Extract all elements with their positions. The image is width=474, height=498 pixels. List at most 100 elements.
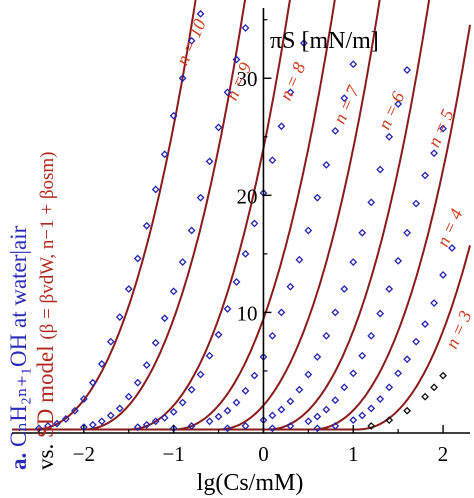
data-point	[124, 285, 133, 293]
panel-letter: a.	[6, 452, 31, 470]
data-point	[331, 396, 340, 405]
data-point	[439, 271, 447, 279]
chart-title-model: SD model	[33, 345, 58, 439]
y-tick-label: 30	[236, 67, 257, 91]
data-point	[331, 127, 340, 135]
data-point	[151, 338, 160, 347]
data-point	[313, 193, 322, 202]
data-point	[88, 420, 97, 429]
data-point	[358, 228, 367, 237]
data-point	[178, 258, 187, 266]
data-point	[52, 419, 61, 428]
data-point	[205, 417, 214, 426]
data-point	[187, 226, 196, 235]
data-point	[196, 193, 205, 202]
data-point	[205, 351, 214, 360]
data-point	[340, 383, 349, 392]
data-point	[142, 361, 151, 370]
data-point	[115, 404, 124, 413]
chart-title-vs: vs.	[33, 443, 58, 470]
data-point	[223, 406, 232, 415]
data-point	[232, 278, 241, 286]
data-point	[277, 405, 286, 414]
data-point	[367, 198, 376, 207]
data-point	[304, 417, 313, 426]
chart-title-line1: CₙH₂ₙ₊₁OH at water|air	[6, 225, 31, 447]
data-point	[403, 66, 412, 74]
data-point	[79, 395, 88, 403]
data-point	[241, 386, 250, 395]
data-point	[322, 331, 331, 340]
data-point	[232, 55, 241, 64]
data-point	[286, 422, 295, 430]
data-point	[214, 330, 223, 339]
data-point	[133, 378, 142, 387]
data-point	[268, 424, 277, 433]
data-point	[430, 299, 438, 307]
series-label: n = 10	[172, 16, 210, 68]
data-point	[187, 36, 196, 45]
data-point	[241, 249, 250, 258]
data-point	[403, 355, 412, 364]
data-point	[430, 383, 438, 392]
data-point	[187, 385, 196, 394]
data-point	[151, 185, 160, 194]
data-point	[133, 254, 142, 263]
series-label: n = 8	[275, 59, 309, 103]
data-point	[232, 398, 241, 407]
data-points	[35, 9, 456, 433]
data-point	[299, 39, 308, 48]
data-point	[358, 351, 367, 360]
data-point	[187, 422, 196, 430]
data-point	[277, 122, 286, 131]
data-point	[439, 124, 447, 133]
data-point	[268, 411, 277, 420]
data-point	[151, 417, 160, 426]
data-point	[115, 313, 124, 322]
data-point	[367, 404, 376, 413]
data-point	[421, 171, 430, 180]
data-point	[286, 397, 295, 406]
x-tick-label: 2	[438, 442, 449, 466]
data-point	[241, 422, 250, 430]
data-point	[178, 74, 187, 83]
data-point	[223, 88, 232, 97]
series-label: n = 6	[374, 89, 408, 133]
data-point	[394, 256, 403, 265]
data-point	[241, 23, 250, 32]
data-point	[160, 314, 169, 323]
data-point	[304, 226, 313, 235]
data-point	[124, 392, 133, 401]
data-point	[205, 157, 214, 166]
data-point	[313, 424, 322, 433]
data-point	[70, 406, 79, 415]
data-point	[169, 408, 178, 416]
data-point	[268, 156, 277, 165]
data-point	[448, 244, 456, 252]
x-tick-label: −2	[73, 442, 95, 466]
data-point	[88, 378, 97, 387]
data-point	[412, 199, 421, 208]
data-point	[160, 150, 169, 159]
data-point	[313, 352, 322, 361]
data-point	[106, 337, 115, 346]
axes: −2 −1 0 1 2 10 20 30	[12, 8, 470, 466]
data-point	[250, 219, 259, 228]
data-point	[142, 420, 151, 429]
data-point	[286, 88, 295, 97]
data-point	[376, 395, 385, 403]
data-point	[133, 423, 142, 432]
data-point	[196, 9, 205, 18]
data-point	[403, 228, 412, 237]
data-point	[340, 285, 349, 293]
data-point	[295, 385, 304, 394]
data-point	[349, 416, 358, 425]
y-tick-label: 10	[236, 301, 257, 325]
data-point	[97, 360, 106, 368]
data-point	[421, 392, 430, 401]
data-point	[313, 412, 322, 421]
data-point	[349, 258, 358, 266]
data-point	[268, 331, 277, 340]
data-point	[61, 415, 70, 423]
